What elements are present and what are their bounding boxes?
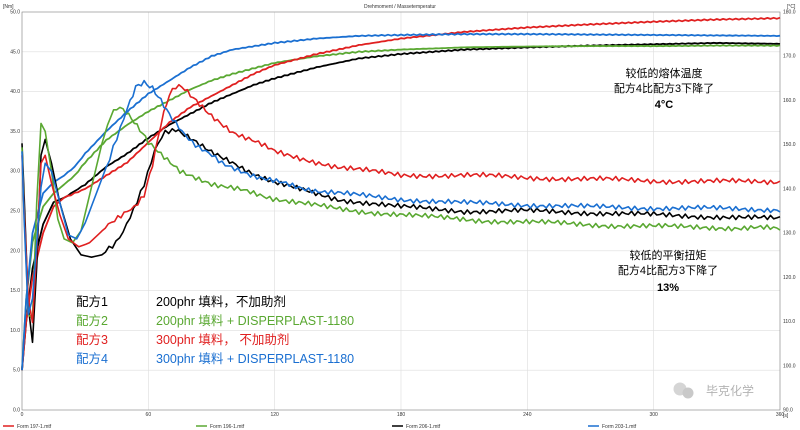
watermark-text: 毕克化学 [706,383,754,398]
temperature-line-form-206-1-mtf [21,41,781,371]
x-tick-label: 0 [21,412,24,418]
y-left-tick-label: 40.0 [10,89,20,95]
annotation-temperature: 较低的熔体温度 配方4比配方3下降了 4°C [614,66,714,111]
temperature-line-form-203-1-mtf [21,32,781,371]
x-tick-label: 120 [270,412,279,418]
file-legend-label-3: Form 206-1.mtf [406,424,441,430]
watermark-icon-2 [682,387,694,399]
annotation-temperature-line2: 配方4比配方3下降了 [614,81,714,95]
annotation-torque-line2: 配方4比配方3下降了 [618,263,718,277]
legend-desc-4: 300phr 填料 + DISPERPLAST-1180 [156,352,354,366]
y-left-tick-label: 5.0 [13,368,20,374]
legend-label-4: 配方4 [76,351,108,366]
x-axis-ticks: 0 60 120 180 240 300 360 [21,412,785,418]
file-legend: Form 197-1.mtf Form 196-1.mtf Form 206-1… [3,424,637,430]
annotation-temperature-value: 4°C [655,99,674,111]
torque-line-form-203-1-mtf [21,79,781,316]
annotation-torque-value: 13% [657,282,679,294]
y-right-tick-label: 170.0 [783,54,796,60]
y-left-tick-label: 10.0 [10,328,20,334]
y-left-tick-label: 20.0 [10,248,20,254]
file-legend-label-2: Form 196-1.mtf [210,424,245,430]
legend-label-3: 配方3 [76,332,108,347]
y-left-axis-ticks: 0.0 5.0 10.0 15.0 20.0 25.0 30.0 35.0 40.0 45.0 50… [10,10,20,414]
legend-desc-3: 300phr 填料， 不加助剂 [156,332,289,347]
y-left-tick-label: 50.0 [10,10,20,16]
y-left-tick-label: 45.0 [10,49,20,55]
y-left-tick-label: 0.0 [13,408,20,414]
y-right-tick-label: 120.0 [783,275,796,281]
torque-line-form-196-1-mtf [21,106,781,320]
x-tick-label: 360 [776,412,785,418]
y-right-tick-label: 180.0 [783,10,796,16]
file-legend-label-1: Form 197-1.mtf [17,424,52,430]
y-right-tick-label: 150.0 [783,142,796,148]
y-left-tick-label: 35.0 [10,129,20,135]
legend-label-2: 配方2 [76,313,108,328]
annotation-torque: 较低的平衡扭矩 配方4比配方3下降了 13% [618,248,718,294]
annotation-torque-line1: 较低的平衡扭矩 [630,248,707,262]
y-left-tick-label: 15.0 [10,288,20,294]
temperature-line-form-196-1-mtf [21,44,781,371]
y-right-tick-label: 130.0 [783,231,796,237]
y-right-unit: [°C] [787,4,796,10]
x-tick-label: 60 [146,412,152,418]
watermark: 毕克化学 [673,382,754,399]
legend-desc-2: 200phr 填料 + DISPERPLAST-1180 [156,314,354,328]
x-unit: [s] [783,413,789,419]
chart-title: Drehmoment / Massetemperatur [364,4,436,10]
y-left-tick-label: 30.0 [10,169,20,175]
x-tick-label: 180 [397,412,406,418]
legend-label-1: 配方1 [76,294,108,309]
y-left-unit: [Nm] [3,4,14,10]
y-left-tick-label: 25.0 [10,209,20,215]
torque-line-form-197-1-mtf [21,83,781,324]
annotation-temperature-line1: 较低的熔体温度 [626,66,703,80]
y-right-axis-ticks: 90.0 100.0 110.0 120.0 130.0 140.0 150.0 160.0 1… [783,10,796,414]
legend-desc-1: 200phr 填料，不加助剂 [156,294,286,309]
y-right-tick-label: 140.0 [783,186,796,192]
formula-legend: 配方1 200phr 填料，不加助剂 配方2 200phr 填料 + DISPE… [76,294,354,366]
y-right-tick-label: 160.0 [783,98,796,104]
file-legend-label-4: Form 203-1.mtf [602,424,637,430]
y-right-tick-label: 100.0 [783,363,796,369]
temperature-line-form-197-1-mtf [21,16,781,371]
series-layer [21,16,781,371]
y-right-tick-label: 90.0 [783,408,793,414]
y-right-tick-label: 110.0 [783,319,795,325]
x-tick-label: 240 [523,412,532,418]
torque-line-form-206-1-mtf [21,128,781,344]
x-tick-label: 300 [649,412,658,418]
